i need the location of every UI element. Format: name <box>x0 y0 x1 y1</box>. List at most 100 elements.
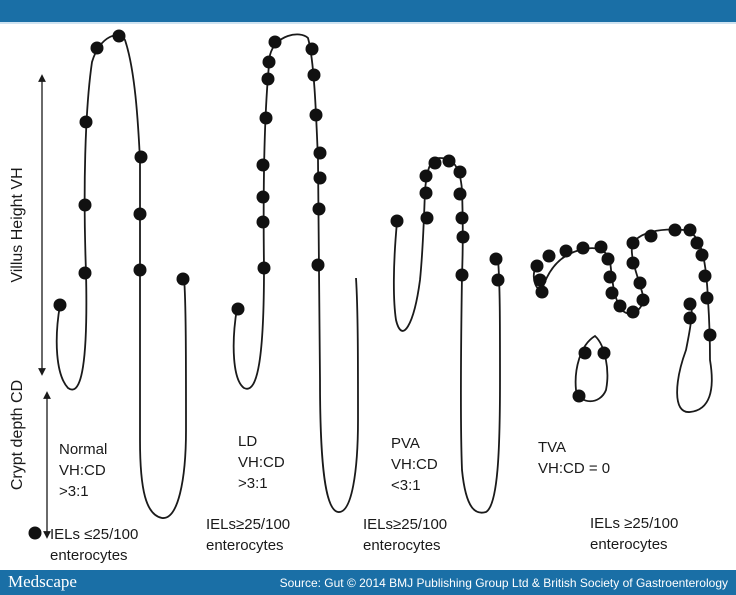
iel-dot <box>453 165 467 179</box>
iel-dot <box>626 256 640 270</box>
iel-dot <box>261 72 275 86</box>
iel-dot <box>53 298 67 312</box>
normal-ratio: >3:1 <box>59 483 89 500</box>
iel-dot <box>420 211 434 225</box>
iel-dot <box>603 270 617 284</box>
iel-dot <box>576 241 590 255</box>
iel-dot <box>572 389 586 403</box>
iel-dot <box>644 229 658 243</box>
iel-dot <box>626 236 640 250</box>
pva-iel: IELs≥25/100 <box>363 516 447 533</box>
iel-dot <box>90 41 104 55</box>
iel-dot <box>597 346 611 360</box>
iel-dot <box>313 146 327 160</box>
iel-dot <box>313 171 327 185</box>
iel-dot <box>530 259 544 273</box>
pva-ratio-label: VH:CD <box>391 456 438 473</box>
header-divider <box>0 22 736 24</box>
iel-dot <box>133 207 147 221</box>
iel-dot <box>491 273 505 287</box>
iel-dot <box>633 276 647 290</box>
iel-dot <box>683 223 697 237</box>
ld-iel: IELs≥25/100 <box>206 516 290 533</box>
iel-dot <box>578 346 592 360</box>
header-bar <box>0 0 736 22</box>
iel-dot <box>262 55 276 69</box>
iel-dot <box>605 286 619 300</box>
iel-dot <box>698 269 712 283</box>
iel-dot <box>176 272 190 286</box>
footer-bar <box>0 570 736 595</box>
iel-dot <box>256 190 270 204</box>
source-citation: Source: Gut © 2014 BMJ Publishing Group … <box>279 576 728 590</box>
iel-dot <box>442 154 456 168</box>
iel-dot <box>134 150 148 164</box>
iel-dot <box>305 42 319 56</box>
legend-iel-unit: enterocytes <box>50 547 128 564</box>
ld-name: LD <box>238 433 257 450</box>
iel-dot <box>695 248 709 262</box>
iel-dot <box>79 115 93 129</box>
iel-dot <box>594 240 608 254</box>
iel-dot <box>112 29 126 43</box>
iel-dot <box>542 249 556 263</box>
iel-dot <box>78 198 92 212</box>
iel-dot <box>268 35 282 49</box>
tva-iel: IELs ≥25/100 <box>590 515 678 532</box>
iel-dot <box>419 169 433 183</box>
normal-name: Normal <box>59 441 107 458</box>
iel-dot <box>256 158 270 172</box>
iel-dot <box>626 305 640 319</box>
legend-iel: IELs ≤25/100 <box>50 526 138 543</box>
iel-dot <box>601 252 615 266</box>
iel-dot <box>312 202 326 216</box>
iel-dot <box>683 297 697 311</box>
iel-dot <box>259 111 273 125</box>
ld-ratio: >3:1 <box>238 475 268 492</box>
iel-dot <box>636 293 650 307</box>
iel-dot <box>390 214 404 228</box>
filled-circle-icon <box>28 526 42 540</box>
tva-ratio: VH:CD = 0 <box>538 460 610 477</box>
iel-dot <box>700 291 714 305</box>
villus-pva <box>390 154 505 514</box>
villus-ld <box>231 33 359 513</box>
iel-dot <box>690 236 704 250</box>
pva-name: PVA <box>391 435 420 452</box>
iel-dot <box>455 211 469 225</box>
iel-dot <box>489 252 503 266</box>
iel-dot <box>419 186 433 200</box>
villus-diagram: Villus Height VH Crypt depth CD <box>9 29 717 564</box>
iel-dot <box>533 273 547 287</box>
normal-ratio-label: VH:CD <box>59 462 106 479</box>
iel-dot <box>307 68 321 82</box>
iel-dot <box>703 328 717 342</box>
iel-dot <box>257 261 271 275</box>
iel-dot <box>78 266 92 280</box>
villus-height-label: Villus Height VH <box>9 167 26 282</box>
iel-dot <box>453 187 467 201</box>
iel-dot <box>133 263 147 277</box>
iel-dot <box>683 311 697 325</box>
iel-dot <box>613 299 627 313</box>
iel-dot <box>256 215 270 229</box>
crypt-depth-label: Crypt depth CD <box>9 380 26 490</box>
pva-ratio: <3:1 <box>391 477 421 494</box>
tva-iel-unit: enterocytes <box>590 536 668 553</box>
villus-tva <box>530 223 717 413</box>
iel-dot <box>428 156 442 170</box>
iel-dot <box>456 230 470 244</box>
iel-dot <box>311 258 325 272</box>
ld-ratio-label: VH:CD <box>238 454 285 471</box>
tva-name: TVA <box>538 439 566 456</box>
pva-iel-unit: enterocytes <box>363 537 441 554</box>
iel-dot <box>455 268 469 282</box>
iel-dot <box>535 285 549 299</box>
iel-dot <box>559 244 573 258</box>
iel-dot <box>231 302 245 316</box>
iel-dot <box>668 223 682 237</box>
medscape-logo: Medscape <box>8 572 77 591</box>
iel-dot <box>309 108 323 122</box>
villus-normal <box>53 29 190 519</box>
ld-iel-unit: enterocytes <box>206 537 284 554</box>
